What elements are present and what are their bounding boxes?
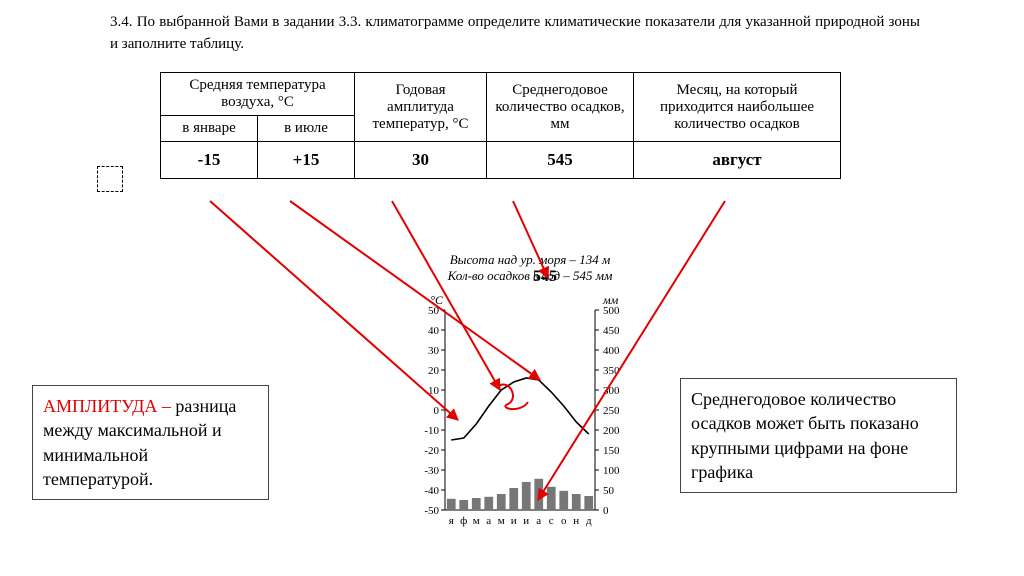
- annotation-arrows: [0, 0, 1024, 576]
- page: 3.4. По выбранной Вами в задании 3.3. кл…: [0, 0, 1024, 576]
